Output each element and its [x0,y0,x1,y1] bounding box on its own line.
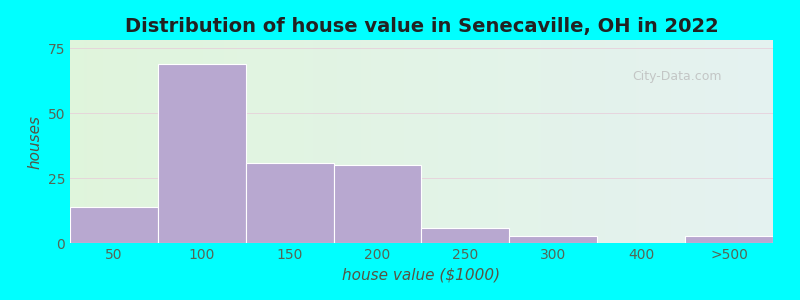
Bar [158,64,246,244]
Bar [70,207,158,244]
Y-axis label: houses: houses [27,115,42,169]
Bar [246,163,334,244]
Title: Distribution of house value in Senecaville, OH in 2022: Distribution of house value in Senecavil… [125,17,718,36]
X-axis label: house value ($1000): house value ($1000) [342,268,501,283]
Bar [510,236,597,244]
Bar [685,236,773,244]
Bar [334,165,422,244]
Text: City-Data.com: City-Data.com [632,70,722,83]
Bar [422,228,510,244]
